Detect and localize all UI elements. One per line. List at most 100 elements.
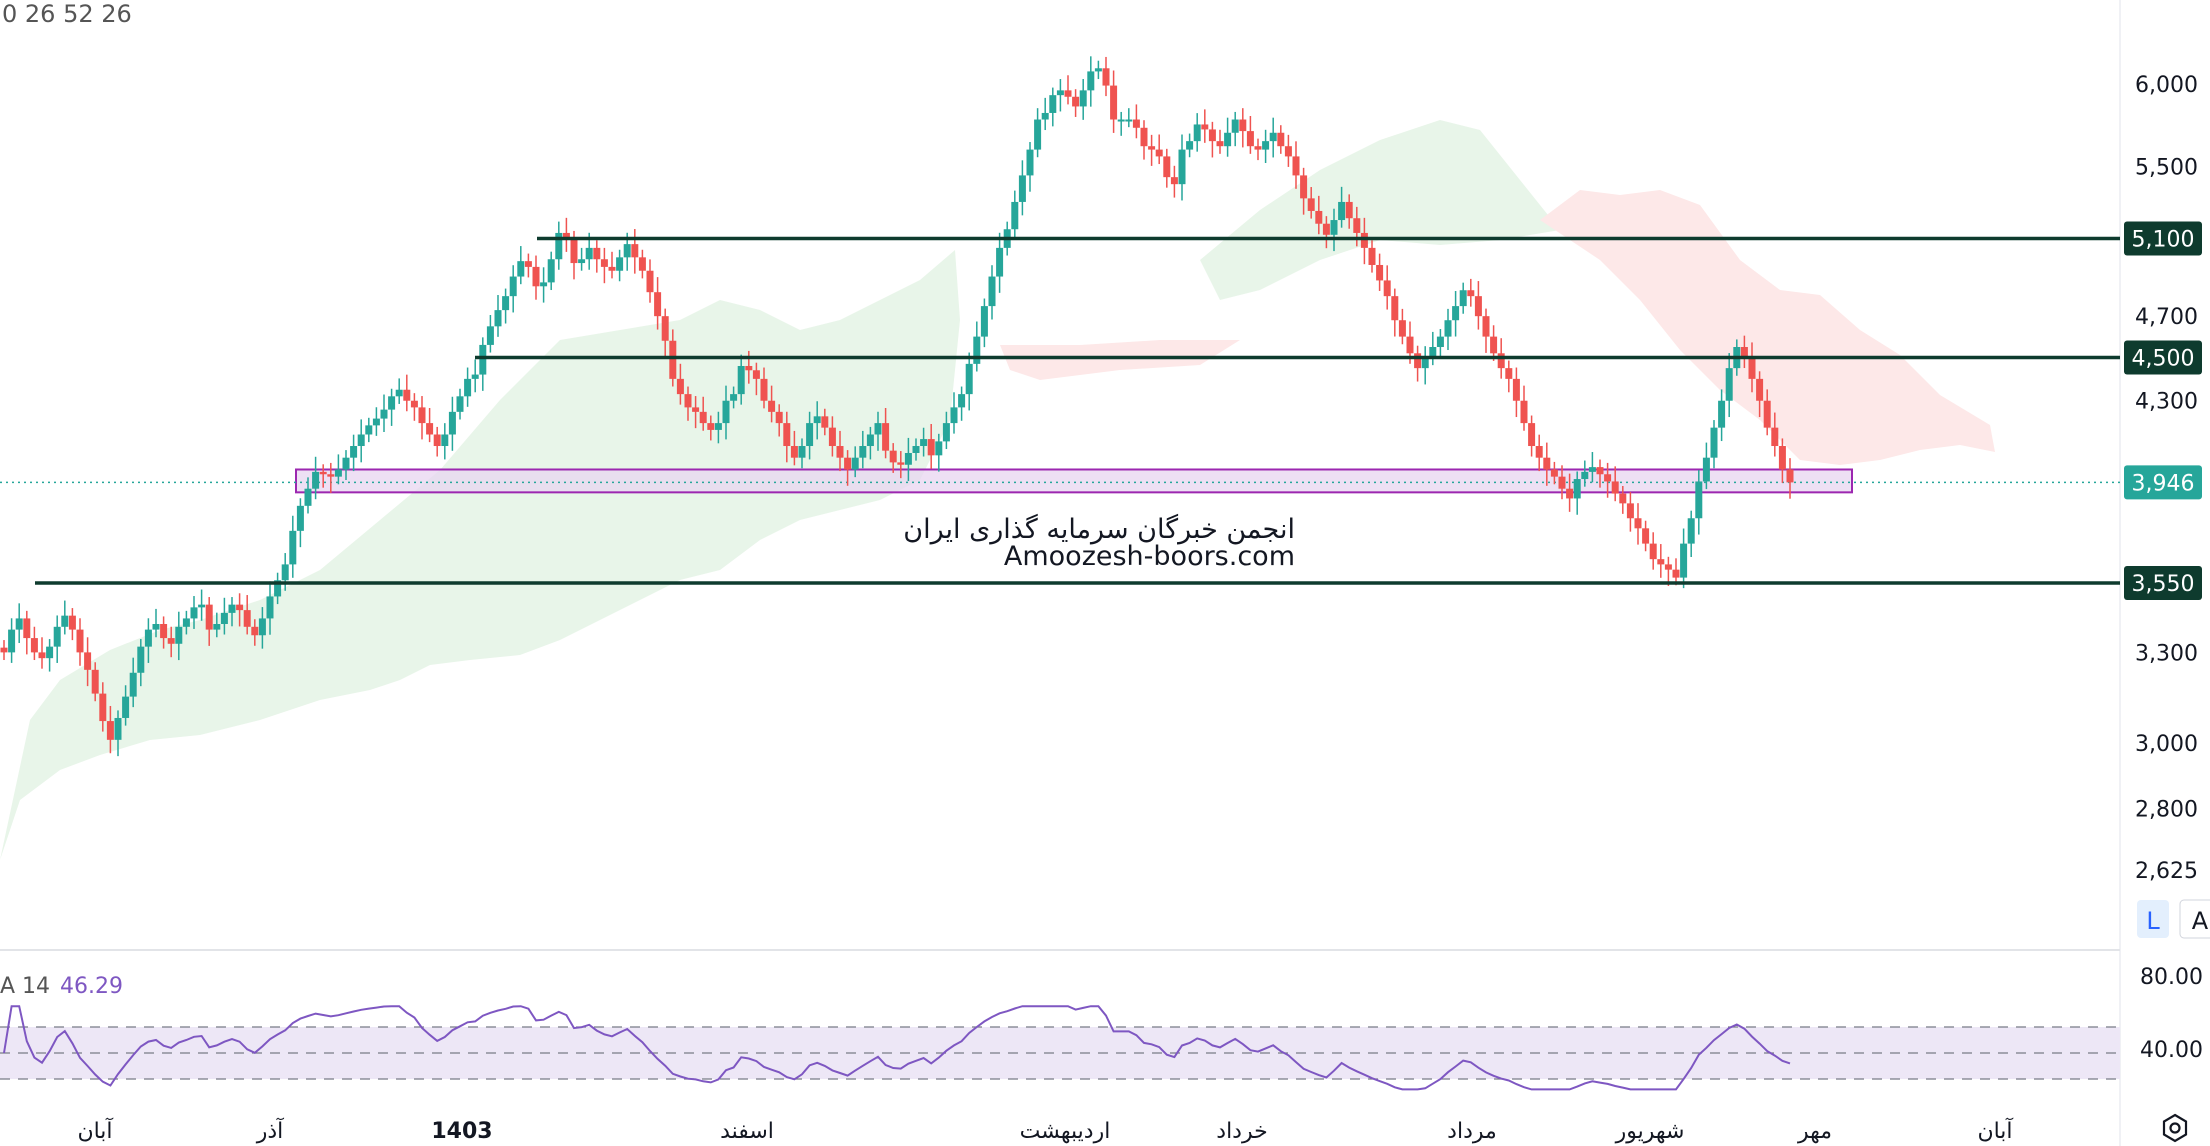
candle-body[interactable] (91, 669, 99, 694)
candle-body[interactable] (441, 434, 449, 447)
candle-body[interactable] (456, 396, 464, 412)
candle-body[interactable] (1421, 357, 1429, 369)
candle-body[interactable] (661, 316, 669, 341)
candle-body[interactable] (768, 400, 776, 412)
candle-body[interactable] (638, 257, 646, 271)
candle-body[interactable] (372, 418, 380, 426)
candle-body[interactable] (15, 618, 23, 630)
candle-body[interactable] (874, 423, 882, 435)
candle-body[interactable] (190, 607, 198, 619)
candle-body[interactable] (1269, 132, 1277, 142)
candle-body[interactable] (578, 259, 586, 264)
candle-body[interactable] (631, 244, 639, 258)
candle-body[interactable] (266, 596, 274, 619)
candle-body[interactable] (722, 400, 730, 424)
candle-body[interactable] (464, 378, 472, 397)
candle-body[interactable] (1626, 503, 1634, 519)
candle-body[interactable] (1604, 474, 1612, 482)
candle-body[interactable] (1763, 400, 1771, 428)
candle-body[interactable] (616, 257, 624, 271)
candle-body[interactable] (1459, 290, 1467, 307)
candle-body[interactable] (30, 638, 38, 653)
candle-body[interactable] (1398, 320, 1406, 337)
candle-body[interactable] (1414, 353, 1422, 369)
candle-body[interactable] (760, 378, 768, 401)
candle-body[interactable] (1558, 476, 1566, 489)
candle-body[interactable] (380, 409, 388, 419)
candle-body[interactable] (1049, 95, 1057, 113)
candle-body[interactable] (1490, 336, 1498, 354)
auto-scale-button[interactable]: A (2179, 899, 2210, 939)
candle-body[interactable] (958, 394, 966, 408)
candle-body[interactable] (1436, 336, 1444, 348)
candle-body[interactable] (1680, 543, 1688, 578)
candle-body[interactable] (813, 416, 821, 424)
candle-body[interactable] (1246, 131, 1254, 147)
candle-body[interactable] (1391, 296, 1399, 321)
candle-body[interactable] (692, 407, 700, 412)
candle-body[interactable] (1695, 481, 1703, 519)
candle-body[interactable] (365, 425, 373, 435)
candle-body[interactable] (137, 646, 145, 673)
candle-body[interactable] (1041, 112, 1049, 120)
candle-body[interactable] (1474, 296, 1482, 317)
candle-body[interactable] (752, 370, 760, 379)
candle-body[interactable] (486, 326, 494, 345)
candle-body[interactable] (980, 306, 988, 337)
candle-body[interactable] (1026, 149, 1034, 176)
candle-body[interactable] (912, 446, 920, 453)
candle-body[interactable] (889, 450, 897, 463)
candle-body[interactable] (122, 696, 130, 718)
candle-body[interactable] (1277, 132, 1285, 147)
candle-body[interactable] (1338, 201, 1346, 221)
candle-body[interactable] (882, 423, 890, 451)
candle-body[interactable] (342, 457, 350, 470)
candle-body[interactable] (1710, 427, 1718, 458)
candle-body[interactable] (319, 471, 327, 475)
candle-body[interactable] (1512, 378, 1520, 401)
candle-body[interactable] (1254, 146, 1262, 150)
candle-body[interactable] (1170, 177, 1178, 185)
candle-body[interactable] (1444, 320, 1452, 337)
candle-body[interactable] (410, 400, 418, 408)
candle-body[interactable] (304, 488, 312, 506)
candle-body[interactable] (897, 462, 905, 465)
candle-body[interactable] (198, 604, 206, 608)
candle-body[interactable] (935, 441, 943, 456)
candle-body[interactable] (806, 423, 814, 447)
candle-body[interactable] (1011, 201, 1019, 230)
candle-body[interactable] (1687, 518, 1695, 544)
candle-body[interactable] (471, 374, 479, 379)
candle-body[interactable] (517, 261, 525, 277)
candle-body[interactable] (1778, 446, 1786, 470)
candle-body[interactable] (1467, 290, 1475, 297)
candle-body[interactable] (289, 530, 297, 565)
candle-body[interactable] (1619, 493, 1627, 504)
candle-body[interactable] (585, 247, 593, 260)
candle-body[interactable] (1528, 423, 1536, 447)
candle-body[interactable] (1657, 559, 1665, 565)
candle-body[interactable] (243, 610, 251, 627)
candle-body[interactable] (851, 457, 859, 470)
candle-body[interactable] (1132, 119, 1140, 128)
candle-body[interactable] (1520, 400, 1528, 424)
candle-body[interactable] (707, 423, 715, 430)
candle-body[interactable] (46, 646, 54, 659)
candle-body[interactable] (1581, 471, 1589, 480)
support-zone[interactable] (295, 468, 1853, 494)
candlestick-series[interactable] (0, 56, 1794, 757)
horizontal-levels[interactable] (35, 236, 2120, 585)
candle-body[interactable] (1186, 141, 1194, 150)
candle-body[interactable] (312, 471, 320, 489)
candle-body[interactable] (745, 365, 753, 371)
candle-body[interactable] (1345, 201, 1353, 219)
candle-body[interactable] (1725, 368, 1733, 401)
candle-body[interactable] (1034, 119, 1042, 150)
candle-body[interactable] (1262, 141, 1270, 150)
candle-body[interactable] (1535, 446, 1543, 458)
candle-body[interactable] (1018, 175, 1026, 202)
candle-body[interactable] (1611, 481, 1619, 494)
candle-body[interactable] (1155, 149, 1163, 157)
candle-body[interactable] (1300, 175, 1308, 199)
